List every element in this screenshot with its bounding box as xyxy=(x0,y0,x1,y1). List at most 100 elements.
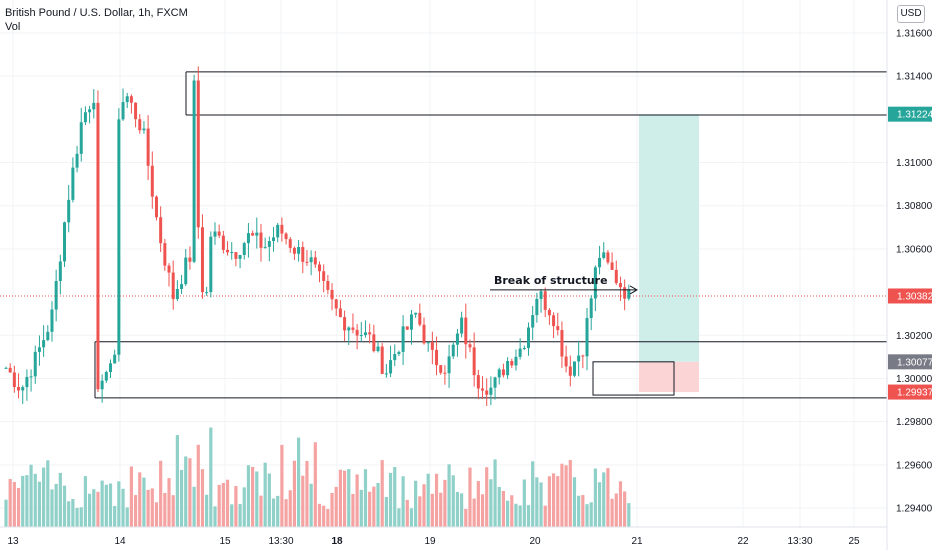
candle-body xyxy=(292,247,296,254)
candle-body xyxy=(393,353,397,361)
candle-body xyxy=(422,324,426,344)
horizontal-levels[interactable] xyxy=(0,71,887,399)
volume-bar xyxy=(159,460,163,527)
candle-body xyxy=(109,363,112,372)
candle-body xyxy=(246,233,250,244)
volume-bar xyxy=(71,498,75,527)
entry-badge xyxy=(888,354,932,370)
candle-body xyxy=(522,348,526,350)
volume-bar xyxy=(251,466,255,527)
candle-body xyxy=(230,252,234,254)
candle-body xyxy=(572,361,576,376)
candle-body xyxy=(414,312,418,315)
candle-body xyxy=(46,331,50,341)
candle-body xyxy=(175,288,179,300)
volume-bar xyxy=(405,499,409,527)
volume-bar xyxy=(129,466,133,527)
candle-body xyxy=(276,224,280,238)
volume-bar xyxy=(79,507,83,527)
chart-legend: British Pound / U.S. Dollar, 1h, FXCM Vo… xyxy=(5,6,188,34)
volume-bar xyxy=(142,477,146,527)
candle-body xyxy=(71,167,75,200)
candle-body xyxy=(171,272,175,300)
volume-bar xyxy=(12,482,16,527)
candle-body xyxy=(318,264,321,272)
time-tick-label: 20 xyxy=(529,536,541,547)
candle-body xyxy=(384,373,388,375)
candle-body xyxy=(326,280,330,290)
candle-body xyxy=(506,360,510,376)
volume-bar xyxy=(430,493,434,527)
volume-bar xyxy=(556,476,560,527)
candle-body xyxy=(535,298,539,316)
candle-body xyxy=(196,80,200,228)
volume-bar xyxy=(154,502,159,527)
volume-bar xyxy=(213,506,217,527)
time-tick-label: 14 xyxy=(114,536,126,547)
volume-bar xyxy=(88,493,92,527)
volume-bar xyxy=(267,473,271,527)
time-tick-label: 21 xyxy=(631,536,643,547)
candle-body xyxy=(343,317,347,331)
candle-body xyxy=(301,247,305,262)
volume-bar xyxy=(255,471,259,527)
candle-body xyxy=(146,128,150,166)
volume-bar xyxy=(163,492,167,527)
candle-body xyxy=(242,243,246,255)
candle-body xyxy=(129,96,133,103)
volume-bar xyxy=(581,495,585,527)
candle-body xyxy=(79,122,83,154)
candle-body xyxy=(180,284,184,289)
volume-bar xyxy=(21,475,25,527)
candle-body xyxy=(501,369,505,376)
candle-body xyxy=(585,318,589,357)
time-tick-label: 13:30 xyxy=(787,536,812,547)
volume-bar xyxy=(551,473,556,527)
volume-bar xyxy=(246,465,251,527)
candle-body xyxy=(401,326,405,352)
volume-bar xyxy=(330,493,334,527)
position-zones[interactable] xyxy=(592,114,699,396)
volume-bar xyxy=(526,505,531,527)
candle-body xyxy=(313,257,317,265)
candle-body xyxy=(167,265,171,273)
volume-bar xyxy=(138,472,142,527)
candle-body xyxy=(447,356,451,374)
volume-bar xyxy=(359,489,363,527)
volume-bar xyxy=(589,502,593,527)
candle-body xyxy=(409,314,413,330)
volume-bar xyxy=(205,494,209,527)
volume-bar xyxy=(184,456,188,527)
price-tick-label: 1.29600 xyxy=(896,460,932,471)
volume-bar xyxy=(384,496,388,527)
candle-body xyxy=(627,289,631,299)
candle-body xyxy=(113,354,117,364)
volume-bar xyxy=(29,464,33,527)
candle-body xyxy=(184,257,188,285)
candle-body xyxy=(29,376,33,378)
volume-bar xyxy=(472,498,476,527)
volume-bar xyxy=(42,467,46,527)
volume-bar xyxy=(100,480,104,527)
currency-button[interactable]: USD xyxy=(897,5,925,23)
current-price-label: 1.30382 xyxy=(897,291,932,302)
target-price-label: 1.31224 xyxy=(897,110,932,121)
candle-body xyxy=(418,312,422,325)
price-tick-label: 1.29400 xyxy=(896,504,932,515)
volume-bar xyxy=(75,507,79,527)
candle-body xyxy=(547,309,551,316)
candle-body xyxy=(614,269,618,284)
grid-lines xyxy=(0,0,887,527)
volume-bar xyxy=(133,495,138,527)
volume-bar xyxy=(326,508,330,527)
candle-body xyxy=(610,262,614,270)
annotation-layer[interactable]: Break of structure xyxy=(490,274,639,295)
volume-bar xyxy=(179,469,184,527)
candle-body xyxy=(347,327,351,331)
volume-bar xyxy=(606,468,610,527)
volume-bar xyxy=(305,460,309,527)
candle-body xyxy=(163,243,167,266)
candle-body xyxy=(96,102,100,390)
